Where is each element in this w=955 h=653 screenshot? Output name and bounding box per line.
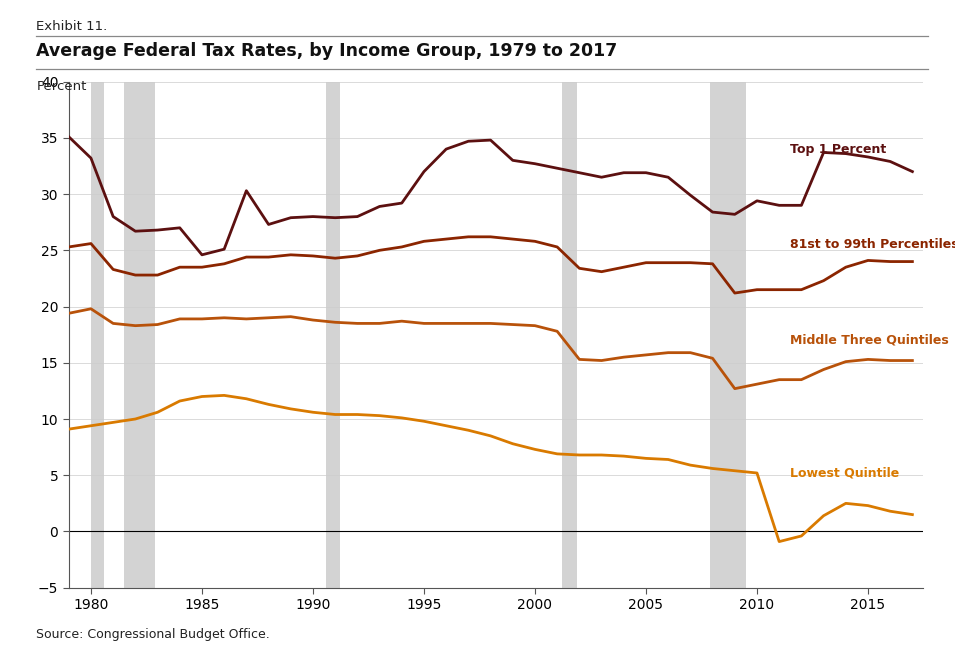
Text: Average Federal Tax Rates, by Income Group, 1979 to 2017: Average Federal Tax Rates, by Income Gro…: [36, 42, 618, 61]
Bar: [91, 82, 104, 588]
Bar: [124, 82, 156, 588]
Bar: [562, 82, 577, 588]
Text: Percent: Percent: [36, 80, 87, 93]
Text: Exhibit 11.: Exhibit 11.: [36, 20, 108, 33]
Bar: [711, 82, 746, 588]
Text: Source: Congressional Budget Office.: Source: Congressional Budget Office.: [36, 628, 270, 641]
Text: Middle Three Quintiles: Middle Three Quintiles: [791, 334, 949, 347]
Text: 81st to 99th Percentiles: 81st to 99th Percentiles: [791, 238, 955, 251]
Bar: [327, 82, 340, 588]
Text: Lowest Quintile: Lowest Quintile: [791, 466, 900, 479]
Text: Top 1 Percent: Top 1 Percent: [791, 142, 886, 155]
